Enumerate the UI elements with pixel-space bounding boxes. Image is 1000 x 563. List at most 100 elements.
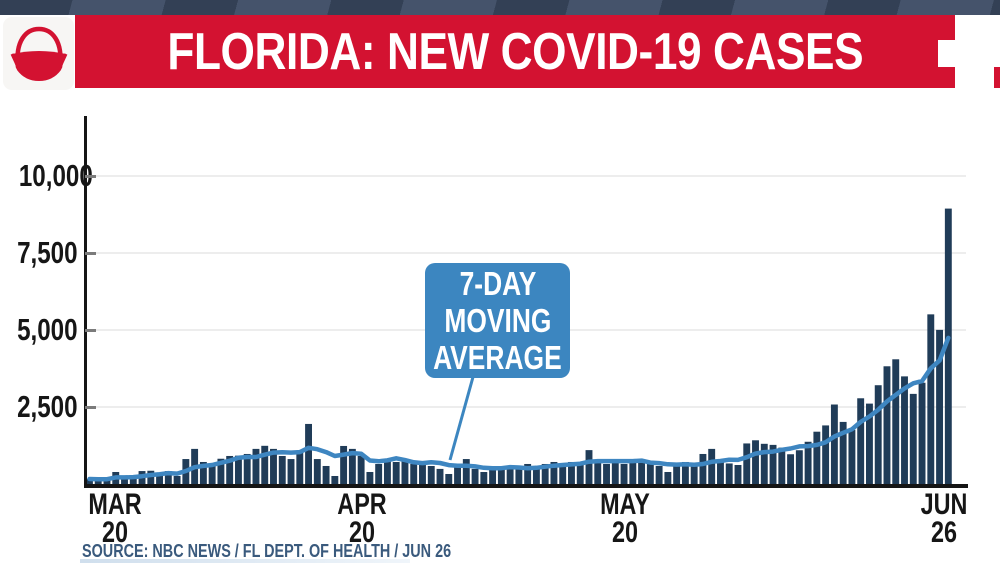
- bar-MAY-1: [454, 465, 461, 484]
- bar-JUN-19: [883, 366, 891, 484]
- bar-MAY-7: [506, 465, 514, 484]
- x-tick-label-mar20: MAR 20: [88, 488, 142, 549]
- bar-MAY-15: [576, 463, 584, 484]
- bar-APR-28: [427, 465, 435, 484]
- bar-JUN-3: [743, 443, 751, 484]
- bar-APR-17: [331, 475, 339, 484]
- callout-leader-line: [448, 376, 475, 461]
- bar-MAR-23: [112, 471, 120, 484]
- callout-line-2: MOVING: [443, 302, 552, 339]
- y-tick-label-2500: 2,500: [17, 389, 78, 424]
- bar-APR-15: [313, 459, 321, 484]
- bar-MAY-8: [515, 468, 523, 484]
- mask-icon-box: [3, 17, 74, 90]
- medical-cross-corner: [994, 67, 1000, 88]
- bar-JUN-9: [795, 450, 803, 484]
- bar-MAY-12: [550, 461, 558, 484]
- bar-MAY-9: [524, 463, 532, 484]
- medical-cross-icon: [938, 40, 956, 67]
- bar-MAY-30: [708, 448, 716, 484]
- moving-average-callout: 7-DAY MOVING AVERAGE: [425, 263, 570, 378]
- bar-MAR-28: [156, 473, 164, 484]
- callout-line-3: AVERAGE: [433, 339, 562, 376]
- bar-MAR-24: [121, 477, 128, 484]
- bar-MAY-3: [471, 468, 479, 484]
- bar-JUN-13: [830, 404, 838, 484]
- x-tick-label-jun26: JUN 26: [920, 488, 968, 549]
- bar-JUN-2: [734, 465, 742, 484]
- bar-APR-21: [366, 471, 374, 484]
- bar-MAR-25: [129, 475, 137, 484]
- bar-MAY-4: [480, 471, 488, 484]
- bar-JUN-15: [848, 429, 856, 484]
- bar-JUN-21: [901, 376, 908, 484]
- bar-APR-5: [226, 455, 234, 484]
- bar-JUN-10: [804, 441, 812, 484]
- bar-MAY-2: [462, 459, 470, 484]
- bar-APR-6: [234, 455, 242, 484]
- y-tick-mark-7500: [85, 251, 96, 255]
- bar-APR-23: [383, 459, 391, 484]
- bar-APR-18: [340, 445, 348, 484]
- bar-JUN-24: [927, 314, 935, 484]
- x-tick-label-apr20: APR 20: [337, 488, 387, 549]
- bar-JUN-17: [866, 403, 873, 484]
- bar-JUN-23: [918, 382, 926, 484]
- bar-MAY-5: [489, 468, 497, 484]
- bar-MAR-27: [147, 470, 155, 484]
- top-navy-strip: [0, 0, 1000, 15]
- bar-MAR-31: [182, 459, 190, 484]
- y-tick-mark-5000: [85, 328, 96, 332]
- lower-third-edge: [80, 559, 410, 563]
- bar-MAY-10: [532, 465, 540, 484]
- bar-MAR-26: [138, 471, 146, 484]
- y-tick-label-7500: 7,500: [17, 235, 78, 270]
- face-mask-icon: [10, 26, 67, 81]
- bar-APR-7: [243, 453, 251, 484]
- bar-JUN-7: [778, 447, 786, 484]
- bar-APR-19: [348, 448, 356, 484]
- bar-APR-8: [252, 448, 260, 484]
- bar-APR-13: [296, 451, 304, 484]
- bar-APR-3: [208, 463, 216, 484]
- bar-MAY-20: [620, 463, 628, 484]
- y-tick-label-5000: 5,000: [17, 312, 78, 347]
- bar-MAR-30: [173, 475, 181, 484]
- bar-APR-16: [322, 465, 330, 484]
- bar-MAY-16: [585, 450, 593, 484]
- bar-APR-9: [261, 445, 269, 484]
- bar-MAY-23: [646, 463, 654, 484]
- bar-JUN-18: [874, 385, 882, 484]
- x-tick-label-may20: MAY 20: [600, 488, 650, 549]
- bar-MAY-24: [655, 465, 663, 484]
- x-axis-line: [84, 484, 968, 488]
- bar-JUN-14: [839, 421, 847, 484]
- gridline-2500: [86, 406, 966, 408]
- bar-MAY-6: [497, 468, 505, 484]
- gridline-10000: [86, 175, 966, 177]
- bar-MAY-18: [603, 463, 610, 484]
- page-title: FLORIDA: NEW COVID-19 CASES: [167, 22, 863, 81]
- bar-APR-1: [191, 448, 199, 484]
- bar-JUN-26: [944, 208, 952, 484]
- bar-MAY-28: [690, 465, 698, 484]
- bar-APR-22: [375, 463, 383, 484]
- bar-APR-11: [278, 455, 286, 484]
- bar-APR-2: [199, 461, 207, 484]
- y-tick-mark-10000: [85, 174, 96, 178]
- bar-APR-14: [305, 423, 312, 484]
- bar-APR-25: [401, 459, 409, 484]
- bar-MAY-21: [629, 461, 637, 484]
- bar-JUN-5: [760, 443, 768, 484]
- source-attribution: SOURCE: NBC NEWS / FL DEPT. OF HEALTH / …: [82, 541, 452, 561]
- bar-MAR-29: [164, 471, 172, 484]
- bar-JUN-11: [813, 431, 821, 484]
- bar-APR-30: [445, 473, 453, 484]
- callout-line-1: 7-DAY: [459, 265, 536, 302]
- bar-JUN-8: [787, 454, 795, 484]
- bar-APR-26: [410, 463, 418, 484]
- bar-JUN-4: [752, 440, 759, 484]
- y-tick-label-10000: 10,000: [18, 158, 93, 193]
- bar-MAY-27: [681, 461, 689, 484]
